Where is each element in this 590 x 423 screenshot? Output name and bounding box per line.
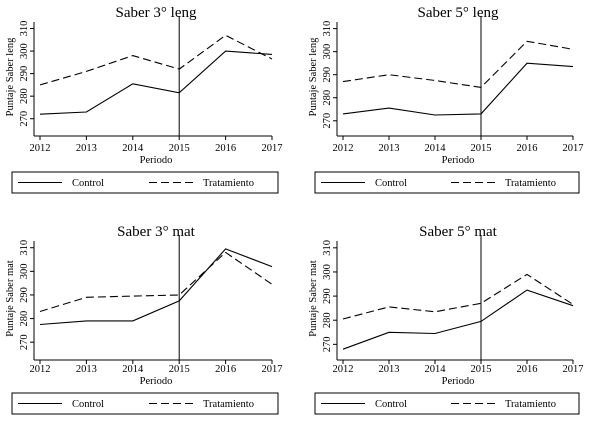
x-tick-label: 2015 bbox=[169, 364, 190, 375]
y-tick-label: 310 bbox=[322, 21, 333, 37]
x-tick-label: 2014 bbox=[425, 364, 447, 375]
y-axis-label: Puntaje Saber leng bbox=[5, 37, 16, 116]
y-tick-label: 280 bbox=[19, 88, 30, 104]
y-axis-label: Puntaje Saber mat bbox=[308, 260, 319, 336]
series-line-control bbox=[39, 50, 273, 115]
chart-title: Saber 5° leng bbox=[418, 5, 499, 21]
x-tick-label: 2017 bbox=[563, 143, 584, 154]
x-axis-label: Periodo bbox=[442, 376, 475, 387]
legend-label-control: Control bbox=[72, 178, 104, 189]
legend-label-tratamiento: Tratamiento bbox=[203, 399, 254, 410]
series-line-control bbox=[342, 289, 574, 350]
series-line-tratamiento bbox=[39, 34, 273, 86]
legend-box bbox=[11, 392, 279, 415]
x-tick-label: 2012 bbox=[30, 364, 51, 375]
chart-panel-1: Saber 3° leng 270 280 290 300 310 2012 2013 2014… bbox=[5, 5, 283, 194]
x-tick-label: 2016 bbox=[215, 364, 236, 375]
y-tick-label: 280 bbox=[322, 90, 333, 106]
y-tick-label: 310 bbox=[322, 240, 333, 256]
y-tick-label: 270 bbox=[322, 113, 333, 129]
x-tick-label: 2013 bbox=[76, 143, 97, 154]
legend-label-control: Control bbox=[375, 178, 407, 189]
legend-label-tratamiento: Tratamiento bbox=[505, 178, 556, 189]
y-axis-label: Puntaje Saber mat bbox=[5, 260, 16, 336]
chart-panel-4: Saber 5° mat 270 280 290 300 310 2012 2013 2014 2… bbox=[308, 224, 584, 415]
x-tick-label: 2015 bbox=[471, 143, 492, 154]
x-tick-label: 2016 bbox=[215, 143, 236, 154]
legend-label-tratamiento: Tratamiento bbox=[203, 178, 254, 189]
legend-label-control: Control bbox=[375, 399, 407, 410]
legend-label-control: Control bbox=[72, 399, 104, 410]
legend: Control Tratamiento bbox=[11, 171, 279, 194]
legend-label-tratamiento: Tratamiento bbox=[505, 399, 556, 410]
legend-box bbox=[11, 171, 279, 194]
y-tick-label: 310 bbox=[19, 240, 30, 256]
chart-title: Saber 5° mat bbox=[419, 224, 497, 240]
x-tick-label: 2014 bbox=[122, 364, 144, 375]
x-tick-label: 2012 bbox=[333, 364, 354, 375]
x-tick-label: 2017 bbox=[262, 364, 283, 375]
y-tick-label: 280 bbox=[19, 311, 30, 327]
chart-panel-2: Saber 5° leng 270 280 290 300 310 2012 2013 2014… bbox=[308, 5, 584, 194]
chart-panel-3: Saber 3° mat 270 280 290 300 310 2012 2013 2014 2… bbox=[5, 224, 283, 415]
y-tick-label: 290 bbox=[322, 67, 333, 83]
series-line-control bbox=[342, 62, 574, 116]
x-tick-label: 2012 bbox=[30, 143, 51, 154]
chart-title: Saber 3° leng bbox=[116, 5, 197, 21]
legend: Control Tratamiento bbox=[314, 392, 580, 415]
y-tick-label: 280 bbox=[322, 312, 333, 328]
x-tick-label: 2013 bbox=[76, 364, 97, 375]
x-tick-label: 2013 bbox=[379, 143, 400, 154]
y-tick-label: 300 bbox=[322, 264, 333, 280]
x-tick-label: 2013 bbox=[379, 364, 400, 375]
x-tick-label: 2015 bbox=[471, 364, 492, 375]
y-tick-label: 270 bbox=[19, 334, 30, 350]
x-tick-label: 2016 bbox=[517, 364, 538, 375]
legend: Control Tratamiento bbox=[314, 171, 580, 194]
y-tick-label: 290 bbox=[19, 287, 30, 303]
x-tick-label: 2017 bbox=[262, 143, 283, 154]
series-line-tratamiento bbox=[342, 273, 574, 320]
y-tick-label: 300 bbox=[19, 43, 30, 59]
x-tick-label: 2012 bbox=[333, 143, 354, 154]
x-tick-label: 2015 bbox=[169, 143, 190, 154]
x-tick-label: 2014 bbox=[122, 143, 144, 154]
legend: Control Tratamiento bbox=[11, 392, 279, 415]
legend-box bbox=[314, 171, 580, 194]
y-tick-label: 290 bbox=[19, 66, 30, 82]
legend-box bbox=[314, 392, 580, 415]
x-axis-label: Periodo bbox=[442, 155, 475, 166]
chart-title: Saber 3° mat bbox=[117, 224, 195, 240]
y-tick-label: 270 bbox=[19, 111, 30, 127]
series-line-tratamiento bbox=[342, 40, 574, 88]
x-axis-label: Periodo bbox=[140, 155, 173, 166]
x-tick-label: 2017 bbox=[563, 364, 584, 375]
series-line-tratamiento bbox=[39, 251, 273, 313]
x-tick-label: 2014 bbox=[425, 143, 447, 154]
y-tick-label: 300 bbox=[322, 44, 333, 60]
y-tick-label: 290 bbox=[322, 288, 333, 304]
x-axis-label: Periodo bbox=[140, 376, 173, 387]
x-tick-label: 2016 bbox=[517, 143, 538, 154]
y-axis-label: Puntaje Saber leng bbox=[308, 37, 319, 116]
y-tick-label: 270 bbox=[322, 336, 333, 352]
y-tick-label: 300 bbox=[19, 263, 30, 279]
y-tick-label: 310 bbox=[19, 21, 30, 37]
series-line-control bbox=[39, 248, 273, 326]
